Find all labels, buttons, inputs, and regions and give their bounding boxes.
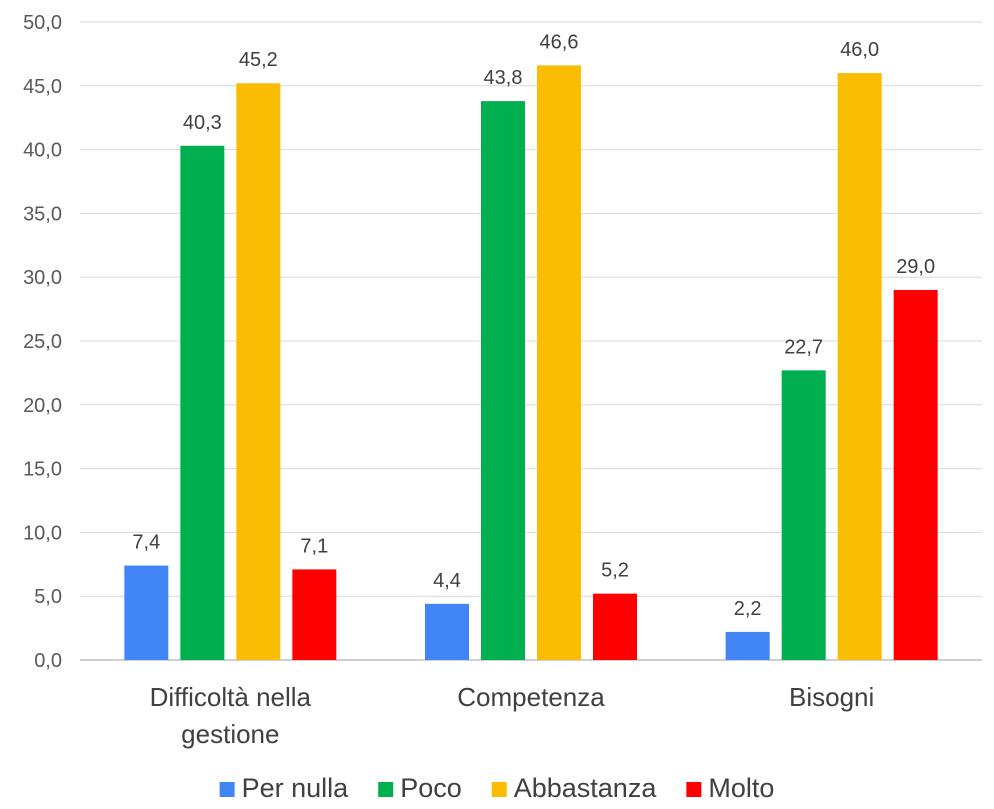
y-tick-label: 15,0: [23, 459, 62, 481]
legend-label: Per nulla: [242, 773, 350, 803]
data-label: 46,6: [540, 31, 579, 53]
y-axis: 0,0 5,0 10,0 15,0 20,0 25,0 30,0 35,0 40,0 45,0 50…: [23, 12, 62, 672]
data-label: 43,8: [484, 67, 523, 89]
data-label: 4,4: [433, 570, 461, 592]
bar-abbastanza: [837, 73, 882, 661]
legend-item-abbastanza[interactable]: Abbastanza: [491, 773, 658, 803]
bar-molto: [292, 569, 337, 660]
y-tick-label: 0,0: [34, 650, 62, 672]
legend-swatch: [219, 782, 235, 797]
data-label: 2,2: [734, 598, 762, 620]
data-label: 40,3: [183, 112, 222, 134]
y-tick-label: 45,0: [23, 76, 62, 98]
data-labels: 7,4 40,3 45,2 7,1 4,4 43,8 46,6 5,2 2,2 22,7 46,0 2…: [132, 31, 935, 620]
bar-per-nulla: [725, 631, 770, 660]
legend[interactable]: Per nulla Poco Abbastanza Molto: [219, 773, 775, 803]
category-label: Bisogni: [789, 682, 874, 712]
bar-abbastanza: [236, 83, 281, 661]
y-tick-label: 5,0: [34, 586, 62, 608]
gridlines: [80, 21, 982, 661]
category-label: Difficoltà nella: [150, 682, 312, 712]
data-label: 45,2: [239, 49, 278, 71]
y-tick-label: 10,0: [23, 522, 62, 544]
y-tick-label: 30,0: [23, 267, 62, 289]
y-tick-label: 25,0: [23, 331, 62, 353]
data-label: 7,4: [132, 532, 160, 554]
legend-swatch: [491, 782, 507, 797]
data-label: 5,2: [601, 560, 629, 582]
y-tick-label: 50,0: [23, 12, 62, 34]
y-tick-label: 40,0: [23, 140, 62, 162]
legend-item-poco[interactable]: Poco: [378, 773, 462, 803]
bars: [124, 65, 938, 661]
y-tick-label: 20,0: [23, 395, 62, 417]
bar-poco: [180, 145, 225, 661]
legend-label: Molto: [708, 773, 774, 803]
x-axis: Difficoltà nella gestione Competenza Bisogn…: [150, 682, 875, 749]
legend-swatch: [378, 782, 394, 797]
legend-label: Poco: [400, 773, 462, 803]
data-label: 29,0: [896, 256, 935, 278]
bar-molto: [593, 593, 637, 660]
bar-per-nulla: [124, 565, 169, 660]
legend-label: Abbastanza: [514, 773, 658, 803]
legend-item-molto[interactable]: Molto: [686, 773, 774, 803]
category-label: gestione: [181, 719, 279, 749]
legend-item-per-nulla[interactable]: Per nulla: [219, 773, 350, 803]
data-label: 22,7: [784, 336, 823, 358]
data-label: 7,1: [300, 535, 328, 557]
bar-poco: [481, 101, 525, 660]
legend-swatch: [686, 782, 702, 797]
bar-abbastanza: [537, 65, 581, 660]
bar-per-nulla: [425, 603, 469, 660]
bar-poco: [781, 370, 826, 660]
bar-molto: [893, 289, 938, 660]
category-label: Competenza: [457, 682, 605, 712]
data-label: 46,0: [840, 39, 879, 61]
y-tick-label: 35,0: [23, 203, 62, 225]
